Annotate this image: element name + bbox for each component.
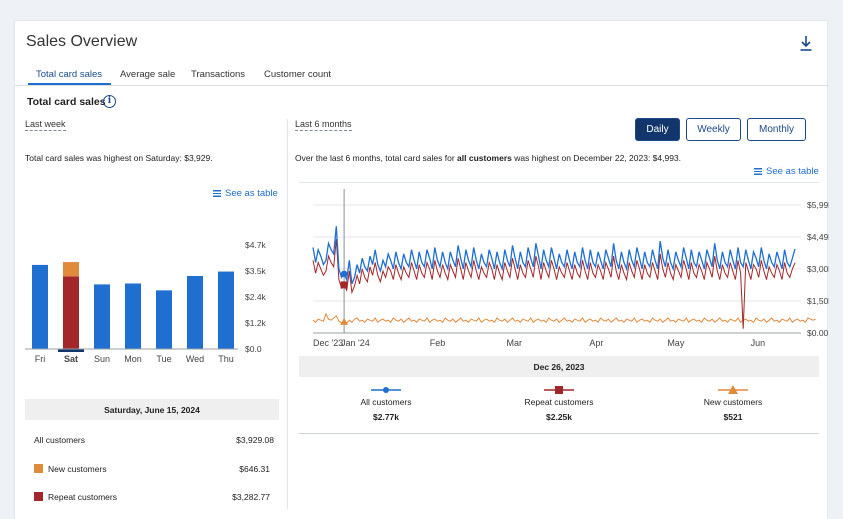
legend-all-name: All customers: [360, 397, 412, 407]
summary-post: was highest on December 22, 2023: $4,993…: [511, 153, 682, 163]
line-x-tick: Feb: [430, 338, 446, 348]
bar-y-tick: $0.0: [245, 344, 262, 354]
bar-sat-repeat[interactable]: [63, 276, 79, 349]
line-y-tick: $4,49k: [807, 232, 829, 242]
tab-total-card-sales[interactable]: Total card sales: [36, 69, 103, 80]
new-customers-swatch: [34, 464, 43, 473]
weekly-button[interactable]: Weekly: [686, 118, 741, 141]
bar-mon[interactable]: [125, 283, 141, 349]
repeat-customers-swatch: [34, 492, 43, 501]
summary-separator: [299, 182, 819, 183]
bar-x-tick: Sun: [94, 354, 110, 364]
legend-new-name: New customers: [703, 397, 763, 407]
legend-all-value: $2.77k: [373, 412, 399, 422]
hover-date-header: Dec 26, 2023: [299, 356, 819, 377]
selected-day-indicator: [58, 349, 84, 352]
card-title: Sales Overview: [26, 33, 138, 50]
bar-thu[interactable]: [218, 271, 234, 349]
last-week-summary: Total card sales was highest on Saturday…: [25, 153, 213, 163]
row-repeat-customers-value: $3,282.77: [232, 492, 270, 502]
sales-overview-card: Sales Overview Total card sales Average …: [14, 20, 829, 519]
bar-fri[interactable]: [32, 264, 48, 349]
row-all-customers-label: All customers: [34, 435, 86, 445]
see-as-table-link-months[interactable]: See as table: [754, 166, 819, 177]
legend-repeat-marker: [544, 386, 574, 394]
line-y-tick: $1,50k: [807, 296, 829, 306]
legend-repeat-value: $2.25k: [546, 412, 572, 422]
see-as-table-link-week[interactable]: See as table: [213, 188, 278, 199]
line-y-tick: $5,99k: [807, 200, 829, 210]
bar-x-tick: Mon: [124, 354, 142, 364]
tab-customer-count[interactable]: Customer count: [264, 69, 332, 80]
bar-y-tick: $1.2k: [245, 318, 267, 328]
tab-bar: Total card sales Average sale Transactio…: [15, 63, 829, 86]
tab-average-sale[interactable]: Average sale: [120, 69, 176, 80]
row-new-customers-label: New customers: [48, 464, 107, 474]
monthly-button[interactable]: Monthly: [747, 118, 806, 141]
daily-line-chart: $0.00 $1,50k $3,00k $4,49k $5,99k Dec '23Jan…: [312, 189, 829, 348]
summary-bold: all customers: [457, 153, 512, 163]
row-new-customers-value: $646.31: [239, 464, 270, 474]
tab-transactions[interactable]: Transactions: [191, 69, 246, 80]
info-icon[interactable]: i: [103, 95, 116, 108]
line-y-tick: $3,00k: [807, 264, 829, 274]
hover-point-new: [340, 317, 349, 325]
download-icon[interactable]: [799, 34, 813, 52]
bar-x-tick: Thu: [218, 354, 234, 364]
see-as-table-label: See as table: [225, 188, 278, 199]
hover-point-repeat: [340, 281, 348, 289]
line-x-tick: Jun: [751, 338, 766, 348]
daily-button[interactable]: Daily: [635, 118, 680, 141]
bar-x-tick: Sat: [64, 354, 78, 364]
week-detail-header: Saturday, June 15, 2024: [25, 399, 279, 420]
panel-divider: [287, 119, 288, 509]
summary-pre: Over the last 6 months, total card sales…: [295, 153, 458, 163]
legend-new-value: $521: [723, 412, 743, 422]
series-new-customers[interactable]: [312, 312, 816, 325]
line-y-tick: $0.00: [807, 328, 829, 338]
active-tab-indicator: [28, 83, 111, 85]
line-x-tick: Jan '24: [341, 338, 370, 348]
line-x-tick: Apr: [589, 338, 603, 348]
table-list-icon: [213, 190, 221, 197]
line-x-tick: Dec '23: [313, 338, 343, 348]
line-x-tick: May: [667, 338, 685, 348]
row-all-customers-value: $3,929.08: [236, 435, 274, 445]
row-repeat-customers-label: Repeat customers: [48, 492, 117, 502]
bar-y-tick: $2.4k: [245, 292, 267, 302]
bar-x-tick: Tue: [156, 354, 171, 364]
bar-y-tick: $3.5k: [245, 266, 267, 276]
bar-sun[interactable]: [94, 284, 110, 349]
legend-new-marker: [718, 385, 748, 394]
legend-repeat-name: Repeat customers: [524, 397, 594, 407]
bar-sat-new[interactable]: [63, 262, 79, 277]
bar-y-tick: $4.7k: [245, 240, 267, 250]
six-month-summary: Over the last 6 months, total card sales…: [295, 153, 681, 163]
see-as-table-label: See as table: [766, 166, 819, 177]
bar-x-tick: Wed: [186, 354, 204, 364]
bar-x-tick: Fri: [35, 354, 46, 364]
bar-tue[interactable]: [156, 290, 172, 349]
legend-all-marker: [371, 387, 401, 393]
hover-point-all: [340, 270, 348, 278]
series-all-customers[interactable]: [312, 226, 796, 285]
series-repeat-customers[interactable]: [312, 238, 796, 329]
last-week-label[interactable]: Last week: [25, 119, 66, 131]
section-title: Total card sales: [27, 96, 106, 108]
last-6-months-label[interactable]: Last 6 months: [295, 119, 352, 131]
bar-wed[interactable]: [187, 275, 203, 349]
legend-separator: [299, 433, 819, 434]
line-x-tick: Mar: [507, 338, 523, 348]
weekly-bar-chart: $0.0 $1.2k $2.4k $3.5k $4.7k Fri Sat Sun Mon Tue…: [25, 240, 267, 364]
table-list-icon: [754, 168, 762, 175]
